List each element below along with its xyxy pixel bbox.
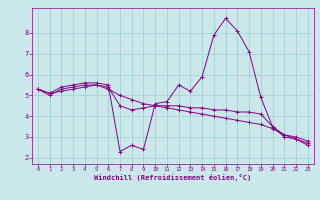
X-axis label: Windchill (Refroidissement éolien,°C): Windchill (Refroidissement éolien,°C) (94, 174, 252, 181)
